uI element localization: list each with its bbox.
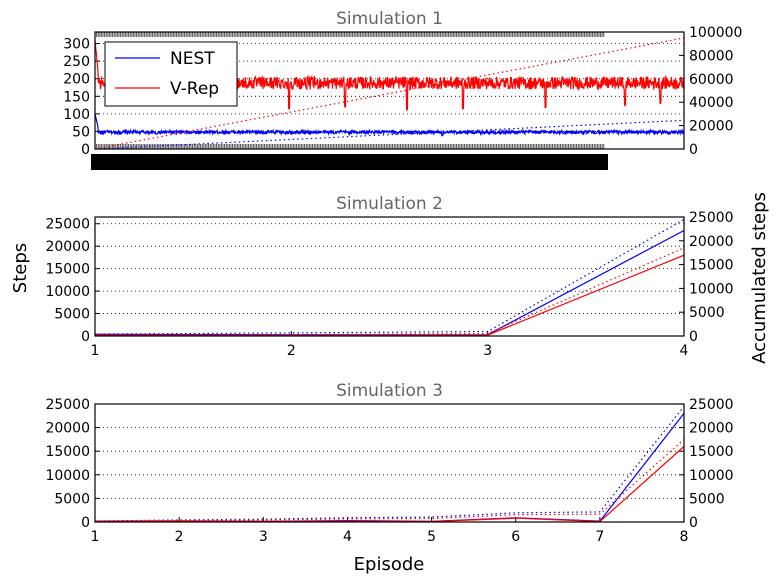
chart-title-sim3: Simulation 3 — [336, 381, 443, 401]
y-tick-right-sim3-1: 5000 — [689, 491, 725, 507]
y-tick-left-sim2-1: 5000 — [54, 307, 90, 323]
x-ticks-dense-sim1 — [94, 32, 605, 149]
y-tick-left-sim2-5: 25000 — [45, 217, 90, 233]
plot-frame-sim3 — [94, 403, 685, 523]
legend-label-vrep: V-Rep — [170, 79, 219, 99]
y-tick-right-sim1-2: 40000 — [689, 95, 734, 111]
y-tick-right-sim1-5: 100000 — [689, 25, 742, 41]
y-tick-left-sim2-2: 10000 — [45, 284, 90, 300]
y-tick-right-sim1-3: 60000 — [689, 72, 734, 88]
y-tick-right-sim2-2: 10000 — [689, 281, 734, 297]
x-tick-labels-dense-sim1 — [91, 154, 608, 170]
y-tick-right-sim2-1: 5000 — [689, 305, 725, 321]
y-tick-right-sim1-0: 0 — [689, 142, 698, 158]
series-line-sim3-nest-accumulated — [94, 406, 685, 522]
y-tick-right-sim2-4: 20000 — [689, 234, 734, 250]
x-tick-sim2-1: 2 — [287, 343, 296, 359]
x-tick-sim3-1: 2 — [175, 529, 184, 545]
y-tick-left-sim3-1: 5000 — [54, 491, 90, 507]
y-tick-right-sim2-5: 25000 — [689, 210, 734, 226]
chart-title-sim2: Simulation 2 — [336, 194, 443, 214]
series-line-sim3-vrep-steps — [94, 446, 685, 523]
y-tick-left-sim1-4: 200 — [63, 72, 90, 88]
series-line-sim3-nest-steps — [94, 413, 685, 522]
y-tick-right-sim2-0: 0 — [689, 329, 698, 345]
y-tick-left-sim2-4: 20000 — [45, 239, 90, 255]
chart-title-sim1: Simulation 1 — [336, 9, 443, 29]
y-tick-right-sim3-0: 0 — [689, 515, 698, 531]
legend-frame — [104, 41, 238, 107]
y-tick-right-sim1-1: 20000 — [689, 119, 734, 135]
series-line-sim3-vrep-accumulated — [94, 438, 685, 522]
y-tick-left-sim1-0: 0 — [81, 142, 90, 158]
x-tick-sim3-3: 4 — [343, 529, 352, 545]
x-tick-sim3-4: 5 — [427, 529, 436, 545]
y-tick-left-sim1-3: 150 — [63, 89, 90, 105]
y-tick-left-sim2-3: 15000 — [45, 262, 90, 278]
series-line-sim1-nest-accumulated — [94, 119, 685, 150]
y-tick-left-sim3-4: 20000 — [45, 421, 90, 437]
y-tick-right-sim1-4: 80000 — [689, 48, 734, 64]
series-line-sim1-nest-steps — [94, 113, 685, 137]
x-tick-sim3-6: 7 — [595, 529, 604, 545]
series-line-sim2-vrep-accumulated — [94, 247, 685, 336]
legend: NEST V-Rep — [104, 41, 238, 107]
y-tick-right-sim2-3: 15000 — [689, 258, 734, 274]
x-axis-label: Episode — [354, 554, 425, 575]
y-tick-left-sim2-0: 0 — [81, 329, 90, 345]
series-line-sim2-vrep-steps — [94, 254, 685, 337]
x-tick-sim3-2: 3 — [259, 529, 268, 545]
series-line-sim1-vrep-accumulated — [94, 37, 685, 150]
y-tick-left-sim3-3: 15000 — [45, 444, 90, 460]
y-tick-left-sim1-5: 250 — [63, 54, 90, 70]
x-tick-sim2-0: 1 — [91, 343, 100, 359]
y-tick-left-sim1-6: 300 — [63, 37, 90, 53]
x-tick-sim3-7: 8 — [680, 529, 689, 545]
plot-frame-sim2 — [94, 216, 685, 337]
y-tick-right-sim3-4: 20000 — [689, 421, 734, 437]
y-tick-left-sim3-2: 10000 — [45, 468, 90, 484]
panel-simulation-2: Simulation 2 0 5000 10000 15000 20000 25000 0 50… — [45, 194, 733, 359]
y-axis-label-left: Steps — [10, 243, 31, 293]
x-tick-sim2-3: 4 — [680, 343, 689, 359]
x-tick-sim3-5: 6 — [511, 529, 520, 545]
y-tick-left-sim3-0: 0 — [81, 515, 90, 531]
legend-label-nest: NEST — [170, 49, 215, 69]
y-tick-right-sim3-3: 15000 — [689, 444, 734, 460]
panel-simulation-3: Simulation 3 0 5000 10000 15000 20000 25000 0 50… — [45, 381, 733, 545]
y-tick-left-sim1-2: 100 — [63, 107, 90, 123]
y-axis-label-right: Accumulated steps — [749, 192, 770, 364]
x-tick-sim2-2: 3 — [483, 343, 492, 359]
y-tick-right-sim3-5: 25000 — [689, 397, 734, 413]
plot-frame-sim1 — [94, 31, 685, 150]
x-tick-sim3-0: 1 — [91, 529, 100, 545]
y-tick-left-sim1-1: 50 — [72, 124, 90, 140]
y-tick-right-sim3-2: 10000 — [689, 468, 734, 484]
y-tick-left-sim3-5: 25000 — [45, 397, 90, 413]
